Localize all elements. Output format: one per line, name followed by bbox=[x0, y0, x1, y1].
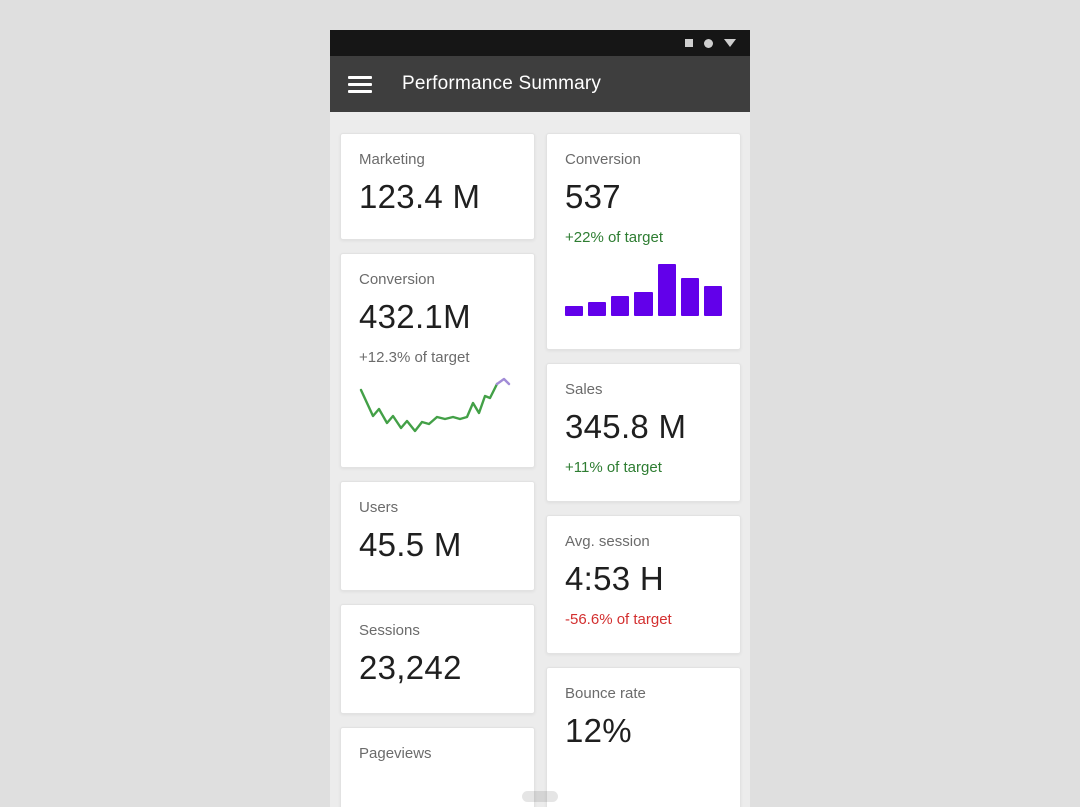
bar bbox=[611, 296, 630, 316]
card-label: Users bbox=[359, 499, 399, 516]
card-value: 4:53 H bbox=[565, 560, 665, 597]
watermark bbox=[522, 791, 558, 802]
card-value: 12% bbox=[565, 712, 632, 749]
left-column: Marketing 123.4 M Conversion 432.1M +12.… bbox=[340, 133, 535, 807]
bar bbox=[588, 302, 607, 316]
window-square-icon[interactable] bbox=[685, 39, 693, 47]
card-value: 23,242 bbox=[359, 649, 462, 686]
window-circle-icon[interactable] bbox=[704, 38, 713, 48]
window-triangle-icon[interactable] bbox=[724, 39, 736, 47]
bar bbox=[657, 264, 676, 316]
card-value: 432.1M bbox=[359, 298, 471, 335]
card-label: Avg. session bbox=[565, 533, 650, 550]
card-value: 123.4 M bbox=[359, 178, 481, 215]
status-bar bbox=[330, 30, 750, 56]
bar bbox=[703, 286, 722, 316]
page-title: Performance Summary bbox=[402, 73, 602, 94]
card-value: 45.5 M bbox=[359, 526, 462, 563]
card-sales: Sales 345.8 M +11% of target bbox=[546, 363, 741, 502]
dashboard-content: Marketing 123.4 M Conversion 432.1M +12.… bbox=[330, 112, 750, 807]
bar bbox=[565, 306, 584, 316]
card-label: Marketing bbox=[359, 151, 425, 168]
card-label: Pageviews bbox=[359, 745, 432, 762]
card-value: 537 bbox=[565, 178, 621, 215]
app-bar: Performance Summary bbox=[330, 56, 750, 112]
delta-text: +11% of target bbox=[565, 459, 662, 476]
right-column: Conversion 537 +22% of target Sales 345.… bbox=[546, 133, 741, 807]
delta-text: +12.3% of target bbox=[359, 349, 470, 366]
delta-text: -56.6% of target bbox=[565, 611, 672, 628]
card-pageviews: Pageviews bbox=[340, 727, 535, 807]
card-label: Sessions bbox=[359, 622, 420, 639]
card-sessions: Sessions 23,242 bbox=[340, 604, 535, 714]
line-chart-svg bbox=[359, 377, 511, 433]
hamburger-menu-icon[interactable] bbox=[348, 75, 372, 93]
card-conversion-left: Conversion 432.1M +12.3% of target bbox=[340, 253, 535, 468]
app-window: Performance Summary Marketing 123.4 M Co… bbox=[330, 30, 750, 807]
card-label: Sales bbox=[565, 381, 603, 398]
card-label: Conversion bbox=[359, 271, 435, 288]
bar bbox=[680, 278, 699, 316]
bar bbox=[634, 292, 653, 316]
card-value: 345.8 M bbox=[565, 408, 687, 445]
conversion-bar-chart bbox=[565, 260, 722, 316]
card-avg-session: Avg. session 4:53 H -56.6% of target bbox=[546, 515, 741, 654]
card-bounce-rate: Bounce rate 12% bbox=[546, 667, 741, 807]
card-label: Conversion bbox=[565, 151, 641, 168]
card-marketing: Marketing 123.4 M bbox=[340, 133, 535, 240]
card-users: Users 45.5 M bbox=[340, 481, 535, 591]
delta-text: +22% of target bbox=[565, 229, 663, 246]
card-conversion-right: Conversion 537 +22% of target bbox=[546, 133, 741, 350]
card-label: Bounce rate bbox=[565, 685, 646, 702]
conversion-line-chart bbox=[359, 376, 516, 436]
